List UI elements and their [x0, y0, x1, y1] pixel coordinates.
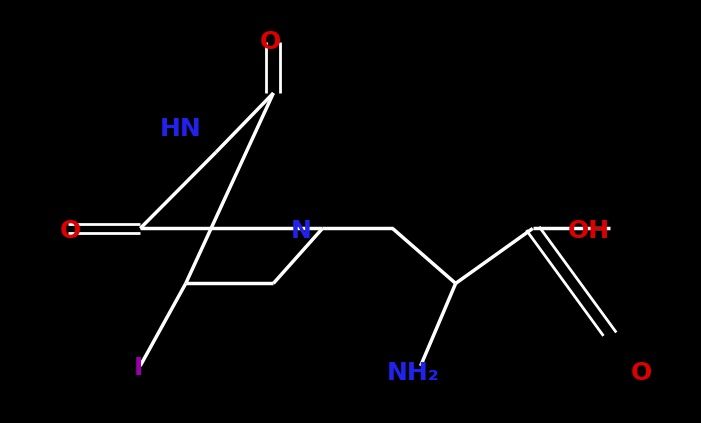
Text: N: N [291, 219, 312, 242]
Text: NH₂: NH₂ [387, 361, 440, 385]
Text: HN: HN [160, 117, 202, 141]
Text: O: O [631, 361, 652, 385]
Text: OH: OH [568, 219, 610, 242]
Text: I: I [134, 356, 144, 380]
Text: O: O [60, 219, 81, 242]
Text: O: O [259, 30, 280, 54]
